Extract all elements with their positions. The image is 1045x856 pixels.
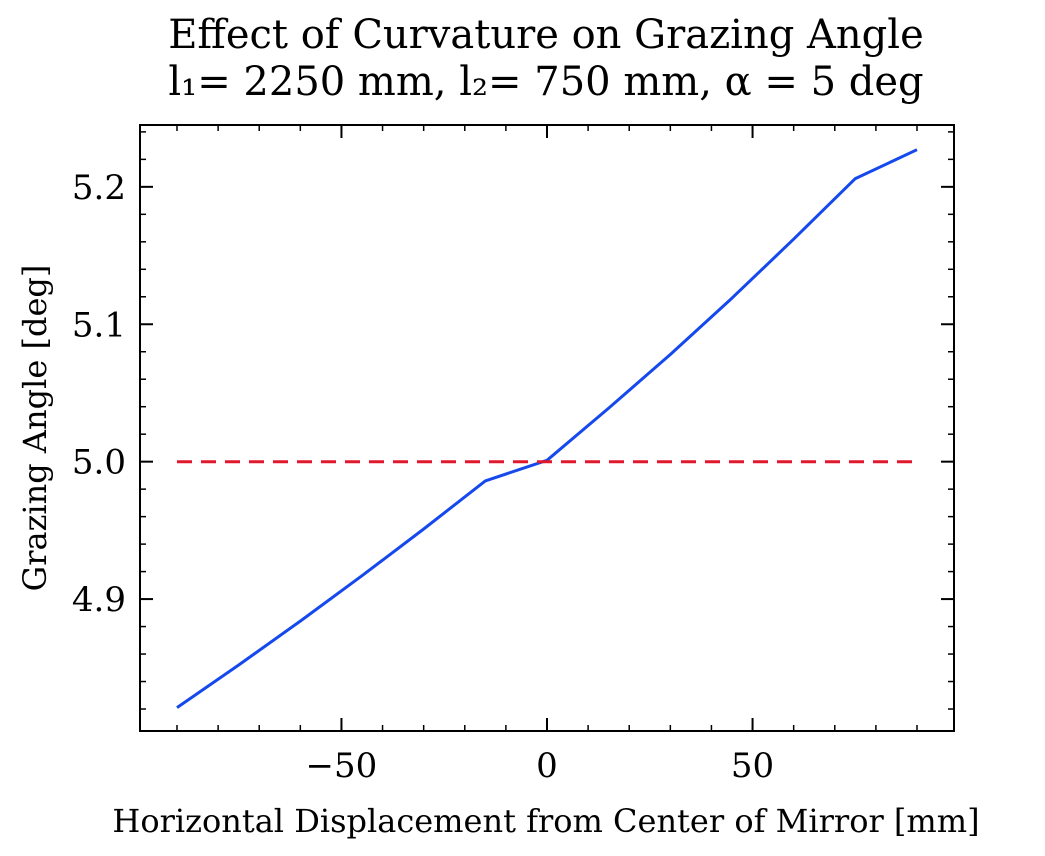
- y-axis-label: Grazing Angle [deg]: [16, 265, 54, 592]
- y-tick-label: 5.2: [72, 168, 126, 208]
- plot-area: −50 0 50 4.9 5.0 5.1 5.2: [72, 124, 955, 786]
- series-line: [176, 148, 918, 709]
- x-tick-label: 0: [536, 746, 558, 786]
- y-tick-label: 5.0: [72, 443, 126, 483]
- x-tick-label: −50: [306, 746, 378, 786]
- x-tick-label: 50: [731, 746, 774, 786]
- plot-frame: [139, 124, 955, 732]
- y-tick-label: 4.9: [72, 580, 126, 620]
- chart-subtitle: l₁= 2250 mm, l₂= 750 mm, α = 5 deg: [168, 59, 923, 105]
- chart-title: Effect of Curvature on Grazing Angle: [168, 12, 924, 58]
- y-tick-label: 5.1: [72, 305, 126, 345]
- x-axis-label: Horizontal Displacement from Center of M…: [112, 802, 979, 840]
